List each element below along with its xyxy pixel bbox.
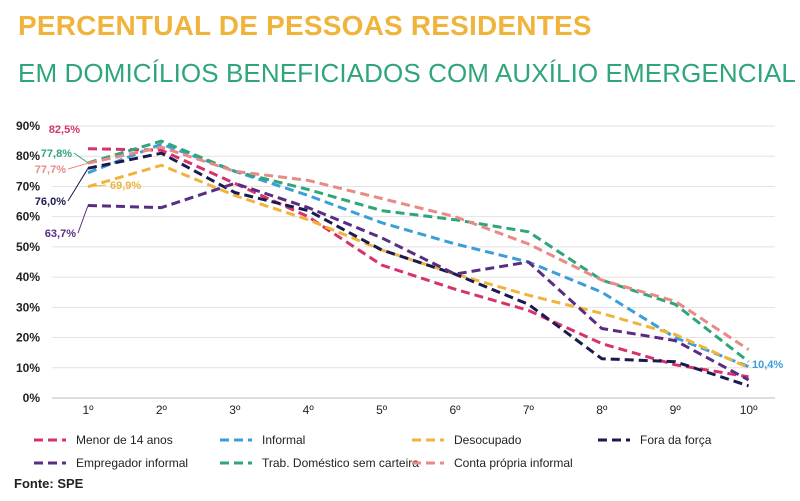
y-tick-label: 80% xyxy=(16,149,40,163)
legend-label: Trab. Doméstico sem carteira xyxy=(262,456,419,470)
y-tick-label: 70% xyxy=(16,179,40,193)
legend-label: Conta própria informal xyxy=(454,456,573,470)
y-tick-label: 90% xyxy=(16,119,40,133)
data-label: 69,9% xyxy=(110,180,141,192)
annotation-leader xyxy=(73,152,89,164)
annotation-leader xyxy=(87,184,107,188)
data-label: 76,0% xyxy=(35,196,66,208)
legend-label: Empregador informal xyxy=(76,456,188,470)
series-line xyxy=(87,145,750,351)
x-tick-label: 9º xyxy=(670,403,682,417)
y-tick-label: 0% xyxy=(23,391,41,405)
annotation-leader xyxy=(67,168,89,202)
data-label: 77,8% xyxy=(41,148,72,160)
y-tick-label: 50% xyxy=(16,240,40,254)
data-label: 77,7% xyxy=(35,164,66,176)
data-label: 82,5% xyxy=(49,124,80,136)
x-tick-label: 3º xyxy=(229,403,241,417)
legend-label: Desocupado xyxy=(454,433,522,447)
x-tick-label: 10º xyxy=(740,403,758,417)
x-tick-label: 7º xyxy=(523,403,535,417)
series-line xyxy=(87,151,750,388)
series-line xyxy=(87,181,750,382)
y-tick-label: 40% xyxy=(16,270,40,284)
y-tick-label: 30% xyxy=(16,300,40,314)
x-tick-label: 4º xyxy=(303,403,315,417)
x-tick-label: 2º xyxy=(156,403,168,417)
chart-subtitle: EM DOMICÍLIOS BENEFICIADOS COM AUXÍLIO E… xyxy=(18,58,796,88)
legend-label: Menor de 14 anos xyxy=(76,433,173,447)
x-tick-label: 5º xyxy=(376,403,388,417)
y-tick-label: 10% xyxy=(16,361,40,375)
y-tick-label: 20% xyxy=(16,331,40,345)
x-tick-label: 1º xyxy=(82,403,94,417)
legend-label: Fora da força xyxy=(640,433,712,447)
chart-title: PERCENTUAL DE PESSOAS RESIDENTES xyxy=(18,10,592,41)
legend-label: Informal xyxy=(262,433,305,447)
annotation-leader xyxy=(67,162,89,170)
series-line xyxy=(87,147,749,379)
source-note: Fonte: SPE xyxy=(14,476,84,491)
y-tick-label: 60% xyxy=(16,210,40,224)
x-tick-label: 6º xyxy=(449,403,461,417)
data-label: 10,4% xyxy=(752,359,783,371)
x-tick-label: 8º xyxy=(596,403,608,417)
data-label: 63,7% xyxy=(45,228,76,240)
annotation-leader xyxy=(77,205,89,234)
